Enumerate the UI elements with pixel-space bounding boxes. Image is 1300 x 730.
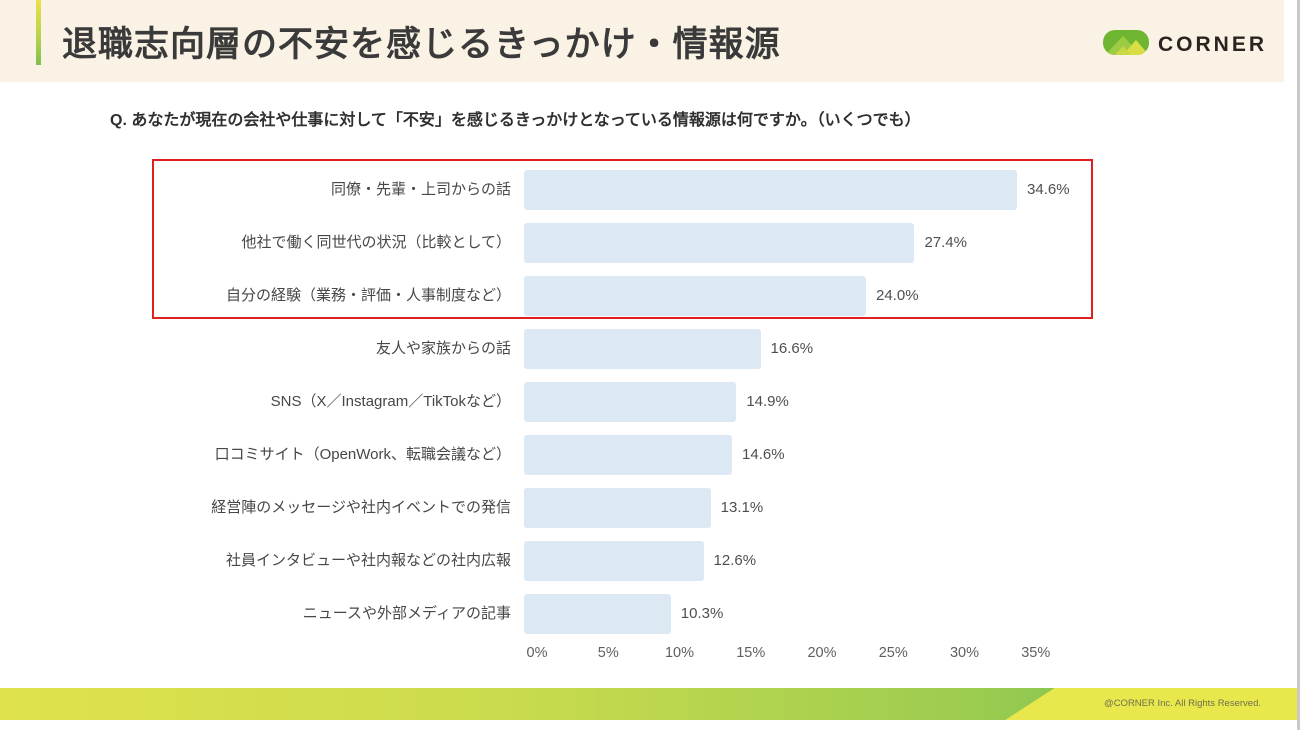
category-label: 社員インタビューや社内報などの社内広報 <box>225 552 511 569</box>
category-label: SNS（X／Instagram／TikTokなど） <box>270 393 511 410</box>
corner-logo-text: CORNER <box>1158 33 1268 56</box>
bar <box>524 540 704 581</box>
bar-chart: 同僚・先輩・上司からの話 34.6% 他社で働く同世代の状況（比較として） 27… <box>0 163 1160 640</box>
bar-value-label: 10.3% <box>680 605 724 622</box>
bar-value-label: 12.6% <box>713 552 757 569</box>
category-label: 他社で働く同世代の状況（比較として） <box>241 234 511 251</box>
bar-track: 13.1% <box>524 481 1160 534</box>
category-label: ニュースや外部メディアの記事 <box>302 605 511 622</box>
x-axis-tick: 35% <box>1021 645 1051 661</box>
bar-track: 16.6% <box>524 322 1160 375</box>
bar-value-label: 14.6% <box>742 446 785 463</box>
bar-value-label: 27.4% <box>924 234 967 251</box>
chart-row: 口コミサイト（OpenWork、転職会議など） 14.6% <box>0 428 1160 481</box>
x-axis: 0% 5% 10% 15% 20% 25% 30% 35% <box>527 645 1097 669</box>
corner-logo: CORNER <box>1103 30 1267 60</box>
bar <box>524 434 733 475</box>
bar-track: 14.9% <box>524 375 1160 428</box>
bar-track: 12.6% <box>524 534 1160 587</box>
x-axis-tick: 20% <box>807 645 837 661</box>
chart-row: ニュースや外部メディアの記事 10.3% <box>0 587 1160 640</box>
bar <box>524 593 671 634</box>
window-edge-line <box>1297 0 1300 730</box>
bar <box>524 275 866 316</box>
survey-question: Q. あなたが現在の会社や仕事に対して「不安」を感じるきっかけとなっている情報源… <box>110 112 921 129</box>
category-label: 自分の経験（業務・評価・人事制度など） <box>225 287 511 304</box>
corner-logo-icon <box>1103 30 1149 60</box>
chart-row: 社員インタビューや社内報などの社内広報 12.6% <box>0 534 1160 587</box>
x-axis-tick: 5% <box>597 645 619 661</box>
bar-value-label: 34.6% <box>1027 181 1070 198</box>
bar-track: 24.0% <box>524 269 1160 322</box>
bar-track: 10.3% <box>524 587 1160 640</box>
page-title: 退職志向層の不安を感じるきっかけ・情報源 <box>62 25 781 64</box>
x-axis-tick: 15% <box>736 645 766 661</box>
chart-row: 友人や家族からの話 16.6% <box>0 322 1160 375</box>
bar-track: 27.4% <box>524 216 1160 269</box>
title-accent-bar <box>36 0 41 65</box>
category-label: 経営陣のメッセージや社内イベントでの発信 <box>211 499 511 516</box>
bar <box>524 169 1018 210</box>
bar <box>524 222 915 263</box>
category-label: 同僚・先輩・上司からの話 <box>330 181 511 198</box>
chart-row: 自分の経験（業務・評価・人事制度など） 24.0% <box>0 269 1160 322</box>
x-axis-tick: 0% <box>526 645 548 661</box>
bar-track: 34.6% <box>524 163 1160 216</box>
x-axis-tick: 30% <box>949 645 980 661</box>
category-label: 友人や家族からの話 <box>375 340 511 357</box>
bar-value-label: 13.1% <box>720 499 764 516</box>
bar-value-label: 16.6% <box>770 340 814 357</box>
footer-yellow-wedge <box>1005 688 1297 720</box>
bar-value-label: 24.0% <box>876 287 919 304</box>
header: 退職志向層の不安を感じるきっかけ・情報源 CORNER <box>0 0 1284 82</box>
chart-row: 経営陣のメッセージや社内イベントでの発信 13.1% <box>0 481 1160 534</box>
bar <box>524 487 711 528</box>
bar-value-label: 14.9% <box>746 393 789 410</box>
chart-row: SNS（X／Instagram／TikTokなど） 14.9% <box>0 375 1160 428</box>
chart-row: 同僚・先輩・上司からの話 34.6% <box>0 163 1160 216</box>
x-axis-tick: 10% <box>664 645 695 661</box>
copyright-text: @CORNER Inc. All Rights Reserved. <box>1104 698 1261 709</box>
footer-band: @CORNER Inc. All Rights Reserved. <box>0 688 1297 720</box>
chart-row: 他社で働く同世代の状況（比較として） 27.4% <box>0 216 1160 269</box>
bar <box>524 381 737 422</box>
category-label: 口コミサイト（OpenWork、転職会議など） <box>214 446 511 463</box>
bar <box>524 328 761 369</box>
bar-track: 14.6% <box>524 428 1160 481</box>
x-axis-tick: 25% <box>878 645 908 661</box>
